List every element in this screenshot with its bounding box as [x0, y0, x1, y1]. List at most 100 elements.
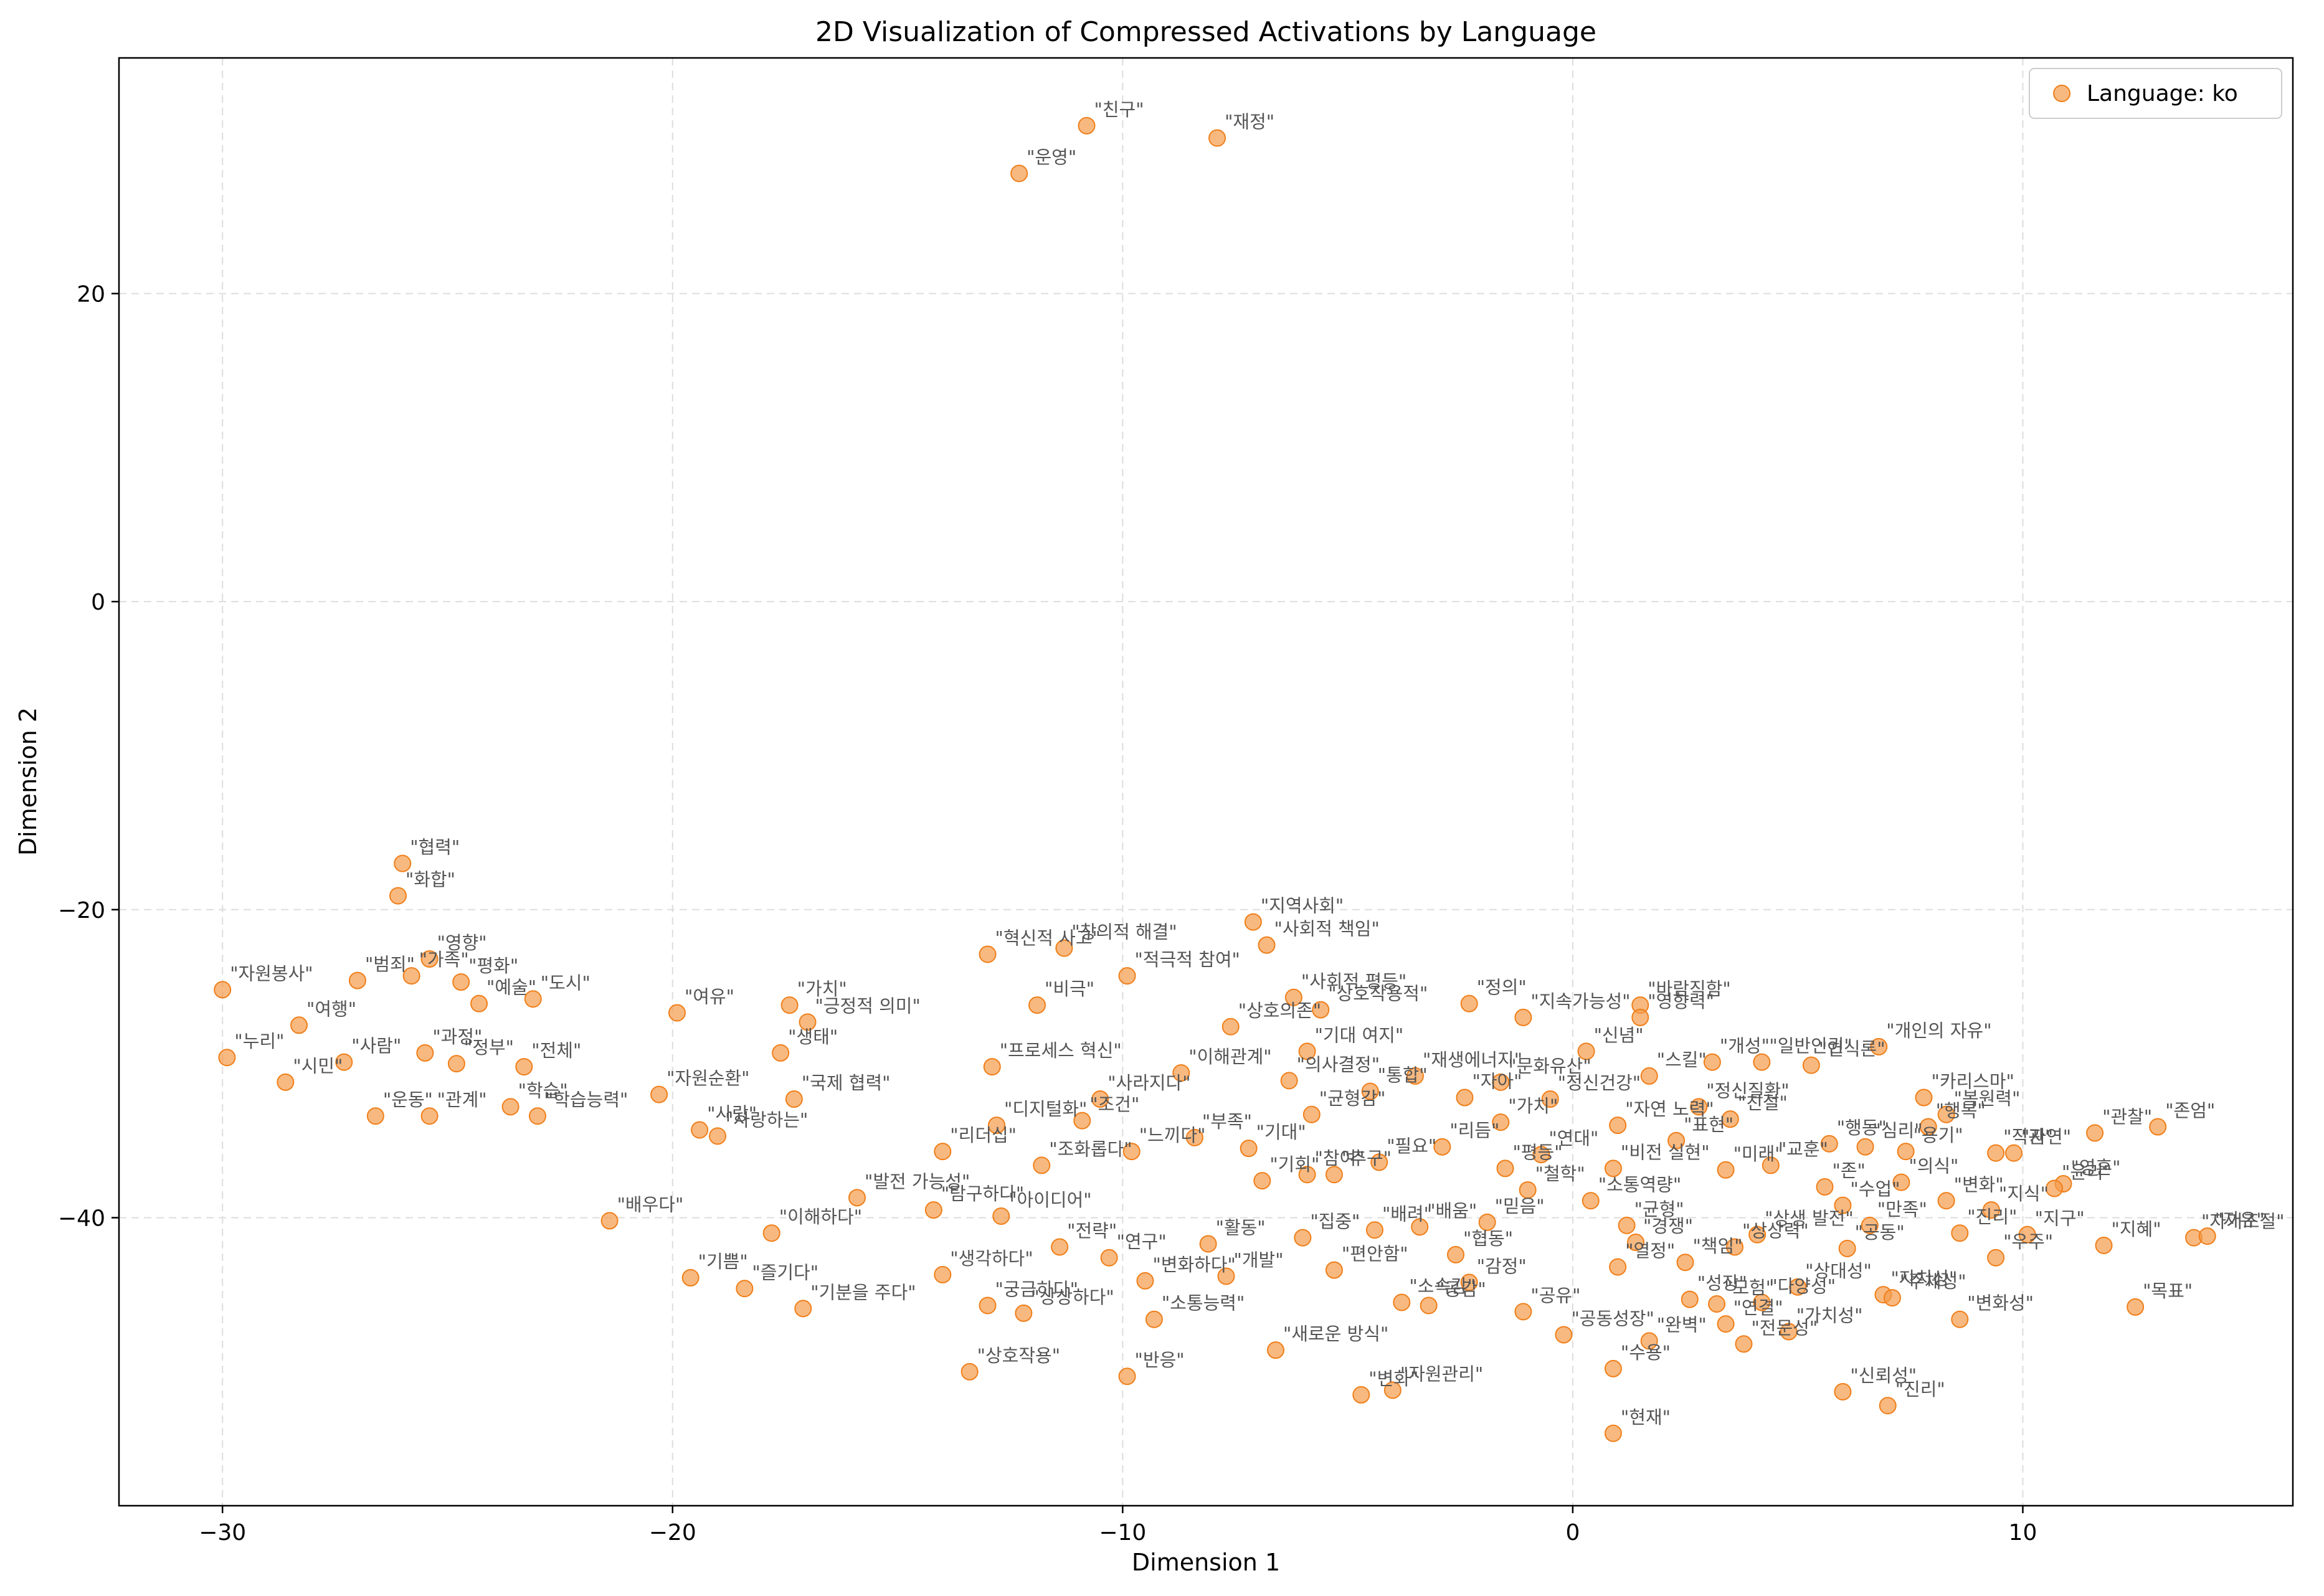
point-label: "전략"	[1067, 1220, 1117, 1241]
scatter-point	[1312, 1001, 1330, 1019]
scatter-point	[1244, 913, 1262, 931]
legend: Language: ko	[2029, 68, 2282, 119]
point-label: "가치"	[797, 978, 847, 999]
point-label: "문화유산"	[1508, 1055, 1591, 1077]
y-tick-label: 0	[91, 590, 105, 615]
chart-title: 2D Visualization of Compressed Activatio…	[815, 16, 1596, 48]
point-label: "과정"	[432, 1026, 482, 1047]
point-label: "사회적 책임"	[1274, 918, 1380, 940]
point-label: "기회"	[1269, 1154, 1319, 1175]
point-label: "수용"	[1621, 1342, 1671, 1363]
scatter-point	[1078, 116, 1096, 135]
scatter-point	[1820, 1135, 1838, 1153]
scatter-point	[524, 990, 542, 1008]
scatter-point	[785, 1090, 803, 1108]
scatter-point	[1258, 936, 1276, 954]
point-label: "신념"	[1594, 1024, 1644, 1046]
scatter-point	[1091, 1090, 1109, 1108]
point-label: "상호작용적"	[1328, 983, 1428, 1004]
scatter-point	[416, 1044, 434, 1062]
scatter-point	[1393, 1293, 1411, 1311]
scatter-point	[1951, 1224, 1969, 1242]
scatter-point	[1365, 1221, 1383, 1239]
point-label: "국제 협력"	[802, 1072, 891, 1093]
scatter-point	[2018, 1225, 2036, 1244]
scatter-point	[501, 1098, 519, 1116]
scatter-point	[1352, 1386, 1370, 1404]
point-label: "경쟁"	[1643, 1216, 1693, 1237]
point-label: "이해하다"	[779, 1206, 862, 1227]
scatter-point	[1892, 1173, 1910, 1191]
point-label: "친구"	[1094, 99, 1144, 120]
point-label: "여유"	[685, 986, 734, 1008]
point-label: "상대성"	[1805, 1260, 1872, 1282]
x-tick-label: 10	[2009, 1520, 2037, 1546]
point-label: "책임"	[1693, 1235, 1743, 1257]
point-label: "도시"	[541, 972, 590, 993]
point-label: "새로운 방식"	[1283, 1323, 1388, 1344]
point-label: "느끼다"	[1139, 1125, 1206, 1146]
point-label: "비전 실현"	[1621, 1141, 1710, 1163]
point-label: "사라지다"	[1107, 1072, 1190, 1093]
scatter-point	[1298, 1166, 1316, 1184]
scatter-point	[709, 1127, 727, 1145]
point-label: "범죄"	[365, 954, 415, 975]
scatter-point	[1609, 1258, 1627, 1276]
scatter-point	[1532, 1146, 1550, 1164]
point-label: "만족"	[1877, 1199, 1927, 1220]
point-label: "스킬"	[1657, 1049, 1707, 1070]
scatter-point	[1492, 1073, 1510, 1091]
scatter-point	[1919, 1118, 1937, 1136]
point-label: "존"	[1833, 1160, 1866, 1181]
point-label: "윤리"	[2062, 1161, 2112, 1183]
point-label: "바람직함"	[1648, 978, 1730, 999]
point-label: "카리스마"	[1931, 1071, 2014, 1092]
point-label: "상생 발전"	[1765, 1208, 1854, 1229]
scatter-point	[681, 1268, 700, 1287]
scatter-point	[1010, 164, 1028, 182]
point-label: "복원력"	[1954, 1088, 2021, 1109]
point-label: "프로세스 혁신"	[1000, 1040, 1122, 1061]
scatter-point	[1627, 1234, 1645, 1252]
scatter-point	[1982, 1201, 2000, 1219]
point-label: "표현"	[1684, 1114, 1734, 1135]
point-label: "기대"	[1256, 1121, 1306, 1143]
scatter-point	[2127, 1298, 2145, 1316]
point-label: "자원관리"	[1400, 1363, 1483, 1384]
scatter-point	[772, 1044, 790, 1062]
grid	[119, 58, 2293, 1506]
point-label: "신뢰성"	[1850, 1365, 1917, 1386]
point-label: "가족"	[419, 949, 469, 970]
scatter-point	[1834, 1382, 1852, 1400]
scatter-point	[1708, 1295, 1726, 1313]
scatter-point	[1667, 1131, 1686, 1150]
point-label: "리듬"	[1449, 1120, 1499, 1141]
scatter-point	[1478, 1213, 1496, 1231]
point-label: "상호작용"	[977, 1345, 1060, 1366]
point-label: "철학"	[1535, 1163, 1585, 1184]
point-label: "기분을 주다"	[810, 1282, 916, 1303]
point-label: "편안함"	[1342, 1244, 1408, 1265]
point-label: "현재"	[1621, 1407, 1671, 1428]
scatter-point	[1406, 1067, 1424, 1085]
scatter-point	[1541, 1090, 1559, 1108]
scatter-point	[277, 1073, 295, 1091]
scatter-point	[1987, 1144, 2005, 1162]
scatter-point	[1280, 1072, 1298, 1090]
legend-marker	[2053, 85, 2070, 102]
scatter-point	[447, 1055, 465, 1073]
scatter-point	[979, 945, 997, 963]
point-label: "친절"	[1738, 1092, 1788, 1113]
point-label: "혁신적 사고"	[995, 928, 1101, 949]
point-label: "궁금하다"	[995, 1278, 1078, 1300]
scatter-point	[420, 950, 439, 968]
point-label: "진리"	[1967, 1206, 2017, 1227]
scatter-point	[1325, 1166, 1343, 1184]
scatter-point	[1834, 1196, 1852, 1214]
point-label: "통합"	[1378, 1065, 1428, 1086]
point-label: "디지털화"	[1004, 1098, 1087, 1120]
point-label: "목표"	[2143, 1280, 2193, 1301]
point-label: "발전 가능성"	[865, 1171, 970, 1192]
point-label: "심리"	[1873, 1120, 1923, 1141]
